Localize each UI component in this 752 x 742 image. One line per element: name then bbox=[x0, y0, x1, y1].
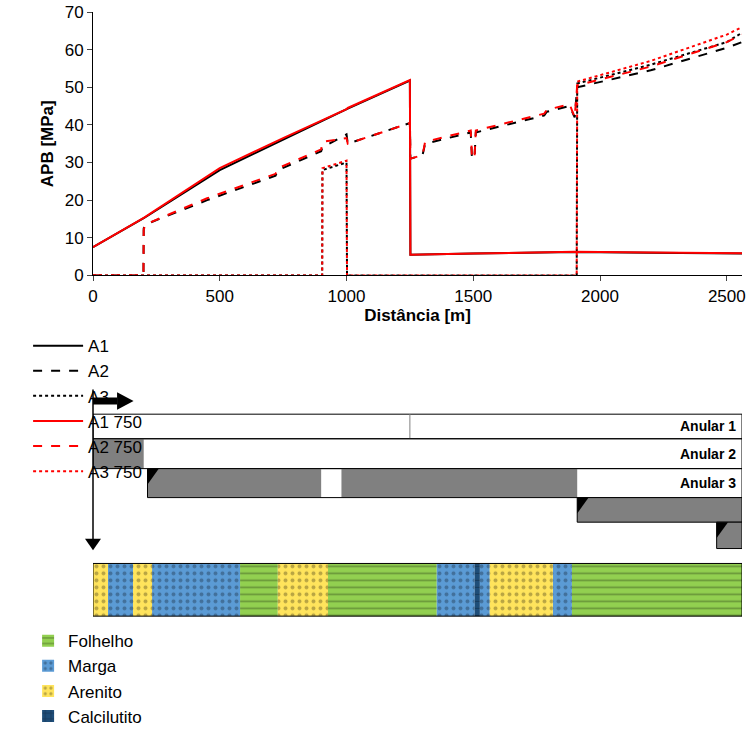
svg-text:60: 60 bbox=[65, 41, 84, 60]
svg-text:10: 10 bbox=[65, 229, 84, 248]
svg-text:APB [MPa]: APB [MPa] bbox=[38, 100, 57, 187]
svg-text:Anular 3: Anular 3 bbox=[680, 475, 736, 491]
svg-text:A3: A3 bbox=[88, 388, 109, 407]
svg-text:Marga: Marga bbox=[68, 657, 117, 676]
svg-text:2000: 2000 bbox=[581, 287, 619, 306]
svg-text:A1: A1 bbox=[88, 337, 109, 356]
svg-text:Anular 2: Anular 2 bbox=[680, 446, 736, 462]
svg-text:1000: 1000 bbox=[328, 287, 366, 306]
svg-text:A1 750: A1 750 bbox=[88, 413, 142, 432]
svg-text:Anular 1: Anular 1 bbox=[680, 418, 736, 434]
svg-text:Distância [m]: Distância [m] bbox=[364, 306, 471, 325]
svg-text:Folhelho: Folhelho bbox=[68, 632, 133, 651]
svg-text:1500: 1500 bbox=[454, 287, 492, 306]
svg-text:500: 500 bbox=[206, 287, 234, 306]
svg-text:0: 0 bbox=[88, 287, 97, 306]
svg-text:A2 750: A2 750 bbox=[88, 438, 142, 457]
svg-text:A2: A2 bbox=[88, 362, 109, 381]
svg-text:30: 30 bbox=[65, 153, 84, 172]
svg-text:0: 0 bbox=[74, 266, 83, 285]
svg-text:Arenito: Arenito bbox=[68, 683, 122, 702]
svg-text:Calcilutito: Calcilutito bbox=[68, 708, 142, 727]
svg-text:50: 50 bbox=[65, 78, 84, 97]
svg-text:2500: 2500 bbox=[708, 287, 746, 306]
svg-text:20: 20 bbox=[65, 191, 84, 210]
svg-text:70: 70 bbox=[65, 3, 84, 22]
svg-text:A3 750: A3 750 bbox=[88, 463, 142, 482]
svg-text:40: 40 bbox=[65, 116, 84, 135]
